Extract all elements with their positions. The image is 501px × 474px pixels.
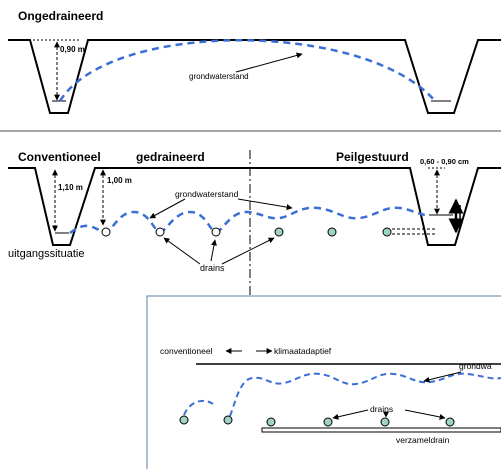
- collector-drain: [261, 427, 501, 433]
- inset-conventional-label: conventioneel: [160, 346, 213, 356]
- title-controlled: Peilgestuurd: [336, 150, 409, 164]
- drain-pipe-4: [274, 227, 284, 237]
- drains-label-middle: drains: [200, 263, 225, 273]
- inset-adaptive-label: klimaatadaptief: [274, 346, 332, 356]
- ground-profile-middle: [8, 167, 501, 246]
- inset-drains-arrow-3: [404, 409, 446, 420]
- initial-situation-label: uitgangssituatie: [8, 248, 84, 260]
- depth-label-top: 0,90 m: [60, 45, 85, 54]
- drain-pipe-6: [382, 227, 392, 237]
- groundwater-label-middle: grondwaterstand: [175, 189, 239, 199]
- depth-label-right: 0,60 - 0,90 cm: [420, 157, 469, 166]
- groundwater-arrow-mid-1: [149, 198, 186, 219]
- inset-drain-1: [179, 415, 189, 425]
- collector-drain-label: verzameldrain: [396, 435, 450, 445]
- drain-pipe-3: [211, 227, 221, 237]
- ground-profile-top: [8, 39, 501, 114]
- drains-arrow-3: [221, 237, 275, 265]
- groundwater-arrow-top: [235, 52, 303, 73]
- inset-drains-label: drains: [370, 404, 393, 414]
- inset-drains-arrow-1: [332, 409, 369, 420]
- inset-drain-6: [445, 417, 455, 427]
- drain-pipe-1: [101, 227, 111, 237]
- inset-panel: [146, 295, 501, 474]
- groundwater-curve-top: [58, 39, 436, 102]
- groundwater-label-top: grondwaterstand: [189, 72, 249, 81]
- inset-groundwater-right: [229, 372, 501, 417]
- inset-drain-4: [323, 417, 333, 427]
- title-undrained: Ongedraineerd: [18, 9, 103, 23]
- inset-groundwater-arrow: [423, 371, 462, 383]
- inset-drain-2: [223, 415, 233, 425]
- depth-label-left: 1,10 m: [58, 183, 83, 192]
- drain-pipe-5: [327, 227, 337, 237]
- inset-drain-3: [266, 417, 276, 427]
- drain-pipe-2: [155, 227, 165, 237]
- title-drained: gedraineerd: [136, 150, 205, 164]
- inset-groundwater-label: grondwa: [459, 361, 492, 371]
- title-conventional: Conventioneel: [18, 150, 101, 164]
- groundwater-arrow-mid-2: [237, 198, 293, 211]
- inset-drain-5: [380, 417, 390, 427]
- drains-arrow-1: [163, 237, 201, 265]
- drains-arrow-2: [210, 239, 217, 262]
- inset-groundwater-left: [183, 399, 214, 416]
- depth-label-mid: 1,00 m: [107, 176, 132, 185]
